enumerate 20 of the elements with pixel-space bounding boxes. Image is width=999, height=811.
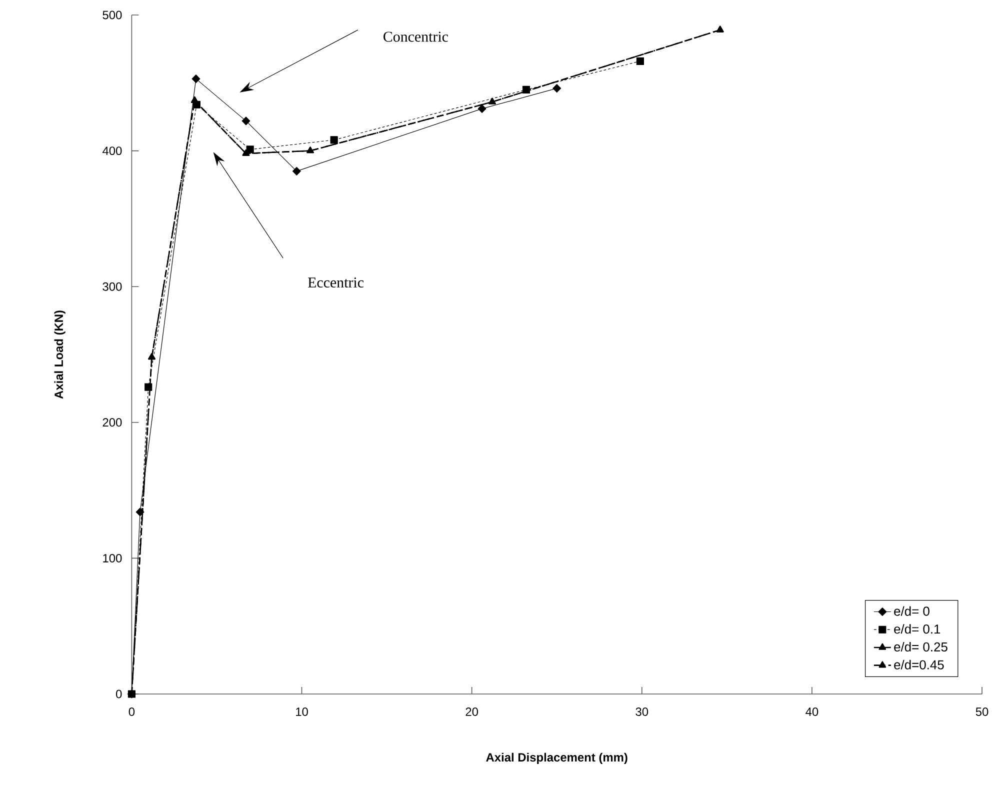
y-tick-label: 200 [102, 418, 122, 427]
x-tick-label: 0 [128, 708, 135, 716]
annotation: Eccentric [308, 278, 364, 288]
x-tick-label: 10 [296, 708, 308, 716]
y-tick-label: 100 [103, 554, 122, 562]
x-tick-label: 40 [806, 708, 818, 716]
legend-label: e/d= 0.1 [894, 624, 940, 634]
y-tick-label: 400 [102, 146, 122, 156]
y-axis-title: Axial Load (KN) [54, 310, 66, 399]
x-axis-title: Axial Displacement (mm) [486, 752, 628, 764]
legend-label: e/d= 0 [894, 606, 930, 616]
y-tick-label: 500 [102, 10, 122, 20]
x-tick-label: 50 [976, 708, 988, 716]
x-tick-label: 30 [636, 708, 648, 716]
legend-label: e/d= 0.25 [894, 642, 948, 652]
y-tick-label: 0 [116, 690, 122, 698]
annotation: Concentric [384, 32, 448, 42]
legend-label: e/d=0.45 [894, 660, 944, 670]
x-tick-label: 20 [466, 708, 478, 716]
y-tick-label: 300 [102, 282, 122, 291]
